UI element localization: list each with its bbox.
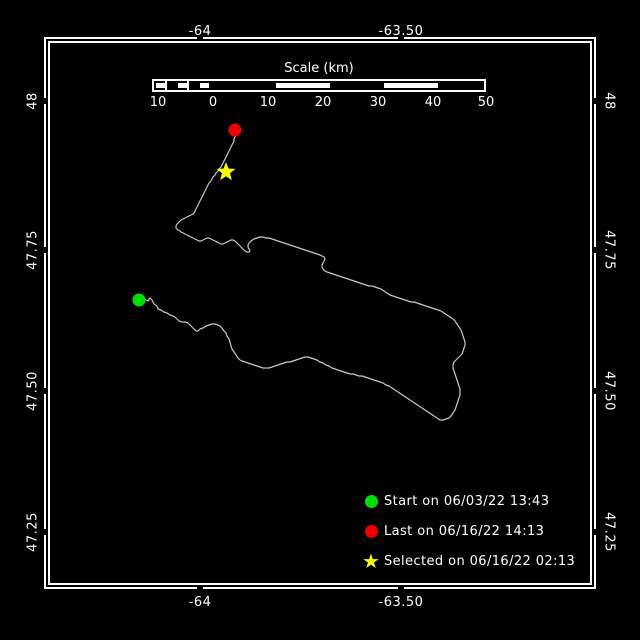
- tick-mark-bottom-0: [197, 585, 203, 589]
- legend-red-circle-icon: [362, 522, 384, 540]
- axis-right-tick-label-3: 47.25: [601, 512, 617, 552]
- legend-item-selected: ★ Selected on 06/16/22 02:13: [362, 549, 576, 573]
- axis-top-tick-label-1: -63.50: [378, 24, 424, 39]
- scale-bar-label-6: 50: [477, 95, 495, 110]
- scale-bar-label-0: 10: [149, 95, 167, 110]
- tick-mark-right-0: [592, 98, 596, 104]
- axis-right-tick-label-1: 47.75: [601, 230, 617, 270]
- scale-bar-seg-3: [276, 83, 330, 88]
- scale-bar-labels: 10 0 10 20 30 40 50: [149, 95, 495, 114]
- scale-bar-div-0: [165, 81, 167, 90]
- legend-item-start: Start on 06/03/22 13:43: [362, 492, 575, 510]
- scale-bar-seg-2: [200, 83, 209, 88]
- tick-mark-top-0: [197, 37, 203, 41]
- plot-frame-outer: [44, 37, 596, 589]
- tick-mark-left-2: [44, 388, 48, 394]
- scale-bar-seg-1: [178, 83, 187, 88]
- legend-label-last: Last on 06/16/22 14:13: [384, 523, 545, 539]
- scale-bar-label-1: 0: [208, 95, 218, 110]
- tick-mark-bottom-1: [398, 585, 404, 589]
- scale-bar-label-2: 10: [259, 95, 277, 110]
- scale-bar-box: [152, 79, 486, 92]
- axis-right-tick-label-0: 48: [601, 92, 617, 110]
- legend-label-selected: Selected on 06/16/22 02:13: [384, 553, 576, 569]
- tick-mark-top-1: [398, 37, 404, 41]
- axis-left-tick-label-0: 48: [25, 92, 41, 110]
- scale-bar-seg-0: [156, 83, 165, 88]
- tick-mark-right-2: [592, 388, 596, 394]
- axis-left-tick-label-1: 47.75: [25, 230, 41, 270]
- scale-bar-label-5: 40: [424, 95, 442, 110]
- plot-frame-inner: [48, 41, 592, 585]
- scale-bar-div-1: [187, 81, 189, 90]
- tick-mark-left-1: [44, 247, 48, 253]
- axis-right-tick-label-2: 47.50: [601, 371, 617, 411]
- axis-bottom-tick-label-1: -63.50: [378, 595, 424, 610]
- legend-yellow-star-icon: ★: [362, 549, 380, 573]
- legend: Start on 06/03/22 13:43 Last on 06/16/22…: [362, 492, 576, 573]
- axis-left-tick-label-3: 47.25: [25, 512, 41, 552]
- scale-bar-label-4: 30: [369, 95, 387, 110]
- tick-mark-right-3: [592, 529, 596, 535]
- axis-left-tick-label-2: 47.50: [25, 371, 41, 411]
- scale-bar: Scale (km) 10 0 10 20 30 40 50: [149, 61, 495, 114]
- scale-bar-title: Scale (km): [284, 61, 354, 76]
- legend-green-circle-icon: [362, 492, 384, 510]
- scale-bar-seg-4: [384, 83, 438, 88]
- scale-bar-label-3: 20: [314, 95, 332, 110]
- tick-mark-right-1: [592, 247, 596, 253]
- tick-mark-left-0: [44, 98, 48, 104]
- tick-mark-left-3: [44, 529, 48, 535]
- legend-item-last: Last on 06/16/22 14:13: [362, 522, 575, 540]
- legend-label-start: Start on 06/03/22 13:43: [384, 493, 550, 509]
- axis-bottom-tick-label-0: -64: [188, 595, 212, 610]
- axis-top-tick-label-0: -64: [188, 24, 212, 39]
